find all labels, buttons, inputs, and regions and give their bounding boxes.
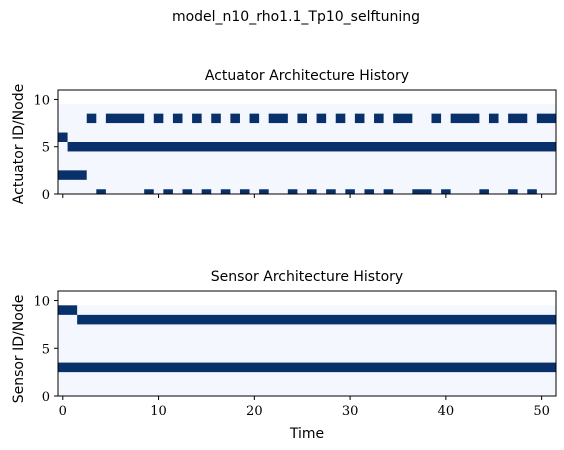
actuator-active-cell bbox=[192, 113, 202, 124]
actuator-active-cell bbox=[230, 113, 240, 124]
actuator-active-cell bbox=[96, 189, 106, 194]
actuator-active-cell bbox=[163, 189, 173, 194]
actuator-active-cell bbox=[307, 189, 317, 194]
time-x-axis-label: Time bbox=[289, 426, 324, 442]
actuator-panel-title: Actuator Architecture History bbox=[205, 68, 409, 84]
actuator-axes-frame bbox=[57, 89, 557, 195]
actuator-y-tick-label: 10 bbox=[33, 93, 50, 108]
actuator-active-cell bbox=[441, 189, 451, 194]
actuator-active-cell bbox=[239, 189, 250, 194]
actuator-active-cell bbox=[354, 113, 365, 124]
actuator-active-cell bbox=[220, 189, 231, 194]
actuator-active-cell bbox=[393, 113, 413, 124]
actuator-active-cell bbox=[105, 113, 145, 124]
actuator-active-cell bbox=[172, 113, 183, 124]
sensor-x-tick-label: 20 bbox=[246, 404, 263, 419]
actuator-active-cell bbox=[364, 189, 375, 194]
sensor-axes: 0 10 20 30 40 50 0 5 10 bbox=[33, 290, 557, 419]
actuator-active-cell bbox=[287, 189, 298, 194]
actuator-y-tick-label: 5 bbox=[42, 141, 50, 156]
actuator-active-cell bbox=[488, 113, 499, 124]
sensor-active-cell bbox=[58, 305, 78, 315]
actuator-active-cell bbox=[249, 113, 260, 124]
actuator-active-cell bbox=[479, 189, 489, 194]
actuator-active-cell bbox=[182, 189, 193, 194]
sensor-y-axis-label: Sensor ID/Node bbox=[11, 295, 27, 404]
actuator-active-cell bbox=[316, 113, 327, 124]
actuator-active-cell bbox=[259, 189, 269, 194]
actuator-active-cell bbox=[374, 113, 384, 124]
actuator-active-cell bbox=[383, 189, 394, 194]
actuator-active-cell bbox=[58, 132, 68, 142]
sensor-active-cell bbox=[58, 362, 556, 373]
sensor-panel-title: Sensor Architecture History bbox=[211, 269, 403, 285]
actuator-active-cell bbox=[153, 113, 164, 124]
sensor-x-tick-label: 0 bbox=[59, 404, 67, 419]
actuator-active-cell bbox=[268, 113, 288, 124]
actuator-active-cell bbox=[144, 189, 154, 194]
sensor-axes-frame bbox=[57, 290, 557, 397]
actuator-active-cell bbox=[345, 189, 355, 194]
actuator-active-cell bbox=[335, 113, 346, 124]
actuator-active-cell bbox=[536, 113, 556, 124]
actuator-y-axis-label: Actuator ID/Node bbox=[11, 84, 27, 204]
sensor-x-tick-label: 10 bbox=[150, 404, 167, 419]
actuator-active-cell bbox=[58, 170, 87, 180]
actuator-active-cell bbox=[412, 189, 432, 194]
actuator-y-tick-label: 0 bbox=[42, 188, 50, 203]
actuator-active-cell bbox=[508, 113, 528, 124]
actuator-active-cell bbox=[326, 189, 336, 194]
sensor-heatmap bbox=[58, 305, 557, 396]
actuator-active-cell bbox=[450, 113, 480, 124]
actuator-axes: 0 5 10 bbox=[33, 89, 557, 203]
actuator-panel: Actuator Architecture History Actuator I… bbox=[11, 68, 557, 204]
sensor-panel: Sensor Architecture History Sensor ID/No… bbox=[11, 269, 557, 442]
actuator-active-cell bbox=[201, 189, 212, 194]
figure-suptitle: model_n10_rho1.1_Tp10_selftuning bbox=[172, 9, 420, 25]
sensor-y-tick-label: 10 bbox=[33, 295, 50, 310]
actuator-active-cell bbox=[527, 189, 537, 194]
actuator-active-cell bbox=[297, 113, 307, 124]
sensor-y-tick-label: 5 bbox=[42, 342, 50, 357]
sensor-x-tick-label: 50 bbox=[533, 404, 550, 419]
actuator-heatmap bbox=[58, 104, 557, 194]
actuator-active-cell bbox=[86, 113, 97, 124]
actuator-active-cell bbox=[211, 113, 221, 124]
actuator-active-cell bbox=[67, 142, 557, 152]
actuator-active-cell bbox=[508, 189, 518, 194]
sensor-x-tick-label: 40 bbox=[438, 404, 455, 419]
sensor-y-tick-label: 0 bbox=[42, 390, 50, 405]
sensor-x-tick-label: 30 bbox=[342, 404, 359, 419]
actuator-active-cell bbox=[431, 113, 442, 124]
sensor-active-cell bbox=[77, 314, 557, 325]
